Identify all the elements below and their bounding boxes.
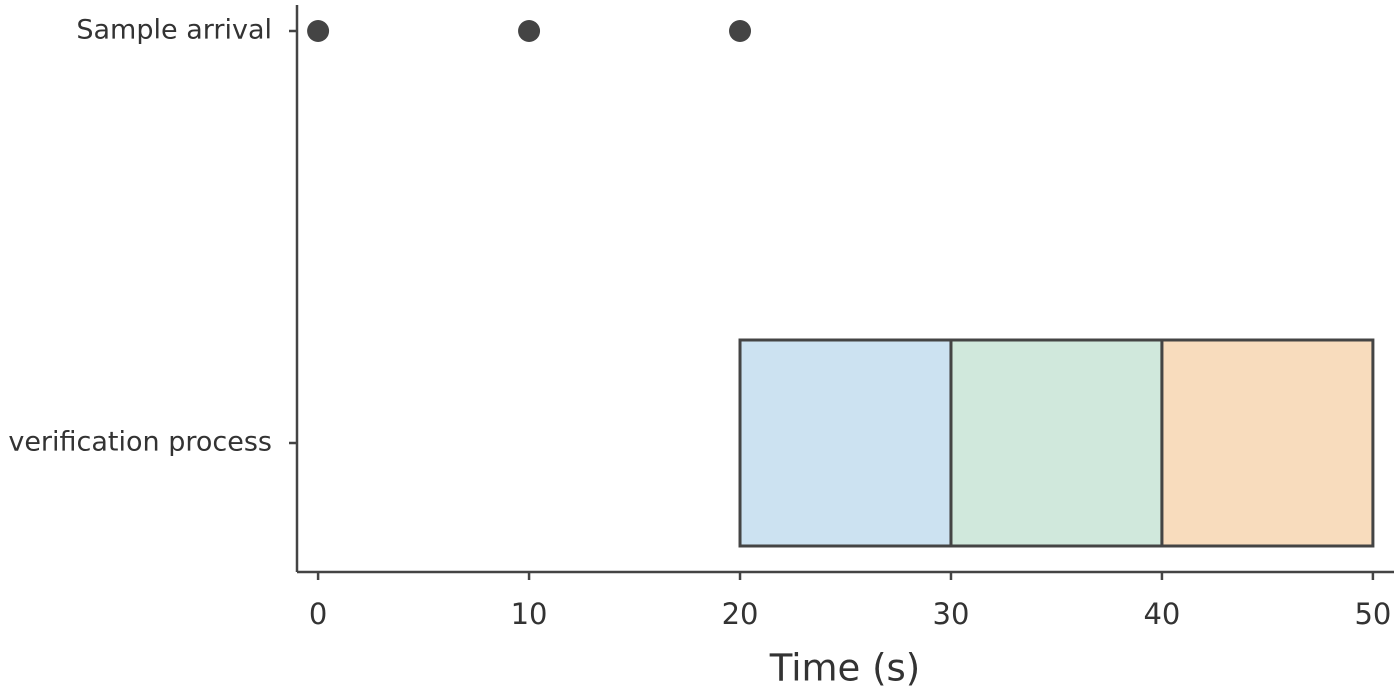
segment — [738, 338, 953, 548]
arrival-point — [729, 20, 752, 42]
x-tick-label: 20 — [722, 597, 759, 631]
x-tick-label: 40 — [1143, 597, 1180, 631]
x-tick-label: 30 — [933, 597, 970, 631]
segment — [1160, 338, 1375, 548]
x-tick-label: 10 — [511, 597, 548, 631]
x-axis-label: Time (s) — [769, 647, 920, 690]
segment — [949, 338, 1164, 548]
y-tick-label: Sample arrival — [76, 15, 272, 46]
x-tick-label: 50 — [1354, 597, 1391, 631]
y-tick-label: verification process — [8, 427, 272, 458]
arrival-point — [307, 20, 330, 42]
x-tick-label: 0 — [309, 597, 327, 631]
arrival-point — [518, 20, 541, 42]
